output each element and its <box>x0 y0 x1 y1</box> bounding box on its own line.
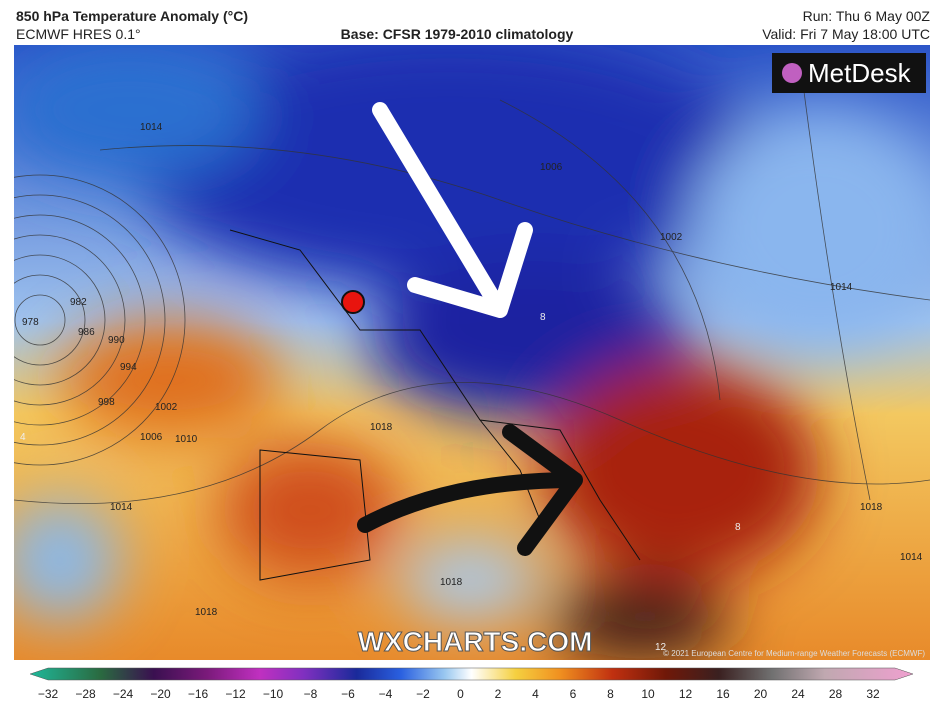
colorbar-label: −6 <box>341 687 355 701</box>
colorbar-label: 4 <box>532 687 539 701</box>
run: Run: Thu 6 May 00Z <box>803 8 931 24</box>
colorbar-label: 2 <box>495 687 502 701</box>
contour-label: 4 <box>20 432 26 443</box>
location-dot <box>341 290 365 314</box>
colorbar-label: 32 <box>866 687 880 701</box>
colorbar-label: −2 <box>416 687 430 701</box>
watermark: WXCHARTS.COM <box>358 626 593 657</box>
colorbar-label: 16 <box>716 687 730 701</box>
model: ECMWF HRES 0.1° <box>16 26 141 42</box>
map: MetDesk WXCHARTS.COM © 2021 European Cen… <box>14 45 930 660</box>
contour-label: 1018 <box>195 607 218 618</box>
colorbar-label: 8 <box>607 687 614 701</box>
colorbar-label: 10 <box>641 687 655 701</box>
copyright: © 2021 European Centre for Medium-range … <box>663 649 925 658</box>
contour-label: 994 <box>120 362 137 373</box>
colorbar-label: −32 <box>38 687 59 701</box>
contour-label: 990 <box>108 335 125 346</box>
colorbar-label: 6 <box>570 687 577 701</box>
contour-label: 1018 <box>860 502 883 513</box>
contour-label: 1014 <box>110 502 133 513</box>
contour-label: 1014 <box>830 282 853 293</box>
logo: MetDesk <box>808 58 912 88</box>
colorbar-label: 28 <box>829 687 843 701</box>
colorbar-label: 0 <box>457 687 464 701</box>
colorbar-label: 12 <box>679 687 693 701</box>
colorbar-label: −16 <box>188 687 209 701</box>
colorbar-label: −10 <box>263 687 284 701</box>
contour-label: 998 <box>98 397 115 408</box>
contour-label: 8 <box>540 312 546 323</box>
title: 850 hPa Temperature Anomaly (°C) <box>16 8 248 24</box>
colorbar-label: −20 <box>150 687 171 701</box>
colorbar-label: −8 <box>304 687 318 701</box>
colorbar <box>29 667 914 681</box>
colorbar-label: 20 <box>754 687 768 701</box>
valid: Valid: Fri 7 May 18:00 UTC <box>762 26 930 42</box>
contour-label: 1010 <box>175 434 198 445</box>
contour-label: 1018 <box>370 422 393 433</box>
contour-label: 1002 <box>155 402 178 413</box>
contour-label: 1002 <box>660 232 683 243</box>
colorbar-label: −12 <box>225 687 246 701</box>
contour-label: 8 <box>735 522 741 533</box>
contour-label: 1006 <box>540 162 563 173</box>
contour-label: 1006 <box>140 432 163 443</box>
contour-label: 982 <box>70 297 87 308</box>
contour-label: 1014 <box>140 122 163 133</box>
contour-label: 1014 <box>900 552 923 563</box>
colorbar-label: −28 <box>75 687 96 701</box>
contour-label: 12 <box>655 642 667 653</box>
contour-label: 1018 <box>440 577 463 588</box>
colorbar-label: −24 <box>113 687 134 701</box>
contour-label: 978 <box>22 317 39 328</box>
base: Base: CFSR 1979-2010 climatology <box>341 26 574 42</box>
colorbar-label: 24 <box>791 687 805 701</box>
contour-label: 986 <box>78 327 95 338</box>
colorbar-label: −4 <box>379 687 393 701</box>
